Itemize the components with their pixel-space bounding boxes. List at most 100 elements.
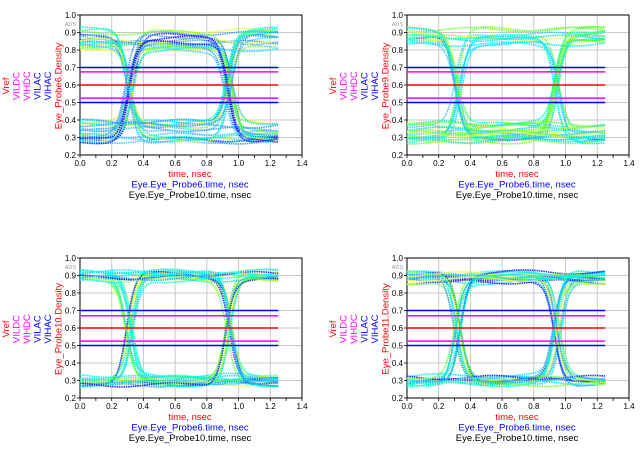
eye-trace bbox=[79, 27, 279, 143]
x-tick-label: 0.4 bbox=[465, 402, 477, 411]
eye-trace bbox=[79, 43, 279, 128]
y-axis-label: VIHAC bbox=[370, 71, 381, 100]
x-axis-label: Eye.Eye_Probe10.time, nsec bbox=[456, 433, 579, 444]
eye-trace bbox=[79, 273, 279, 379]
eye-trace bbox=[79, 269, 279, 387]
x-axis-label: Eye.Eye_Probe10.time, nsec bbox=[129, 433, 252, 444]
y-axis-label: Eye_Probe6.Density bbox=[54, 42, 65, 129]
y-tick-label: 0.9 bbox=[65, 29, 77, 38]
eye-trace bbox=[79, 276, 279, 379]
eye-trace bbox=[79, 26, 279, 140]
y-axis-label: VILDC bbox=[12, 72, 23, 100]
y-tick-label: 0.3 bbox=[65, 134, 77, 143]
eye-trace bbox=[79, 270, 279, 382]
eye-chart-svg: 0.0 0.2 0.4 0.6 0.8 1.0 1.2 1.40.20.30.40.50.60… bbox=[328, 11, 635, 201]
y-axis-label: VILAC bbox=[33, 72, 44, 100]
y-tick-label: 1.0 bbox=[65, 254, 77, 263]
y-tick-label: 0.8 bbox=[392, 289, 404, 298]
eye-trace bbox=[79, 271, 279, 382]
eye-trace bbox=[79, 278, 279, 388]
x-tick-label: 0.8 bbox=[528, 402, 540, 411]
eye-trace bbox=[79, 35, 279, 143]
eye-trace bbox=[80, 278, 279, 388]
y-tick-label: 1.0 bbox=[392, 254, 404, 263]
x-tick-label: 0.6 bbox=[497, 402, 509, 411]
eye-trace bbox=[80, 272, 279, 386]
x-tick-label: 0.4 bbox=[465, 159, 477, 168]
y-tick-label: 0.3 bbox=[65, 377, 77, 386]
eye-chart-1: 0.0 0.2 0.4 0.6 0.8 1.0 1.2 1.4 0.2 0.3 0.4 0.5 0.6 0… bbox=[0, 0, 321, 223]
y-axis-label: VILDC bbox=[12, 315, 23, 343]
x-tick-label: 0.0 bbox=[74, 159, 86, 168]
eye-chart-svg: 0.0 0.2 0.4 0.6 0.8 1.0 1.2 1.40.20.30.40.50.60… bbox=[1, 254, 308, 444]
x-tick-label: 0.4 bbox=[138, 159, 150, 168]
x-tick-label: 0.2 bbox=[433, 402, 445, 411]
eye-trace bbox=[406, 129, 606, 135]
eye-trace bbox=[406, 274, 606, 385]
eye-trace bbox=[406, 276, 606, 384]
eye-trace bbox=[406, 276, 606, 387]
x-tick-label: 1.2 bbox=[592, 159, 604, 168]
eye-trace bbox=[406, 270, 606, 388]
eye-trace bbox=[406, 39, 606, 128]
x-axis-label: Eye.Eye_Probe6.time, nsec bbox=[131, 423, 248, 434]
eye-trace bbox=[407, 279, 606, 384]
eye-trace bbox=[406, 42, 606, 129]
eye-trace bbox=[80, 278, 279, 379]
x-tick-label: 0.8 bbox=[201, 402, 213, 411]
eye-trace bbox=[79, 277, 279, 388]
eye-chart-2: 0.0 0.2 0.4 0.6 0.8 1.0 1.2 1.4 0.2 0.3 0.4 0.5 0.6 0… bbox=[327, 0, 642, 223]
eye-traces bbox=[79, 26, 279, 145]
y-tick-label: 0.3 bbox=[392, 134, 404, 143]
y-axis-label: Eye_Probe9.Density bbox=[381, 42, 392, 129]
y-axis-label: Vref bbox=[1, 77, 12, 94]
y-tick-label: 0.5 bbox=[65, 342, 77, 351]
y-tick-label: 1.0 bbox=[65, 11, 77, 20]
y-axis-label: VIHDC bbox=[349, 71, 360, 101]
eye-trace bbox=[79, 39, 279, 46]
eye-trace bbox=[406, 274, 606, 379]
eye-chart-4: 0.0 0.2 0.4 0.6 0.8 1.0 1.2 1.4 0.2 0.3 0.4 0.5 0.6 0… bbox=[327, 243, 642, 466]
y-axis-label: Eye_Probe11.Density bbox=[381, 283, 392, 374]
eye-trace bbox=[80, 277, 279, 383]
eye-trace bbox=[406, 274, 606, 387]
eye-trace bbox=[406, 25, 606, 134]
x-tick-label: 0.6 bbox=[170, 402, 182, 411]
y-tick-label: 0.7 bbox=[392, 307, 404, 316]
eye-traces bbox=[406, 25, 606, 145]
eye-trace bbox=[79, 42, 279, 125]
eye-trace bbox=[79, 274, 279, 386]
eye-trace bbox=[406, 279, 606, 387]
eye-chart-3: 0.0 0.2 0.4 0.6 0.8 1.0 1.2 1.4 0.2 0.3 0.4 0.5 0.6 0… bbox=[0, 243, 321, 466]
y-tick-label: 1.0 bbox=[392, 11, 404, 20]
y-axis-label: VILAC bbox=[33, 315, 44, 343]
y-axis-label: VIHAC bbox=[43, 314, 54, 343]
x-tick-label: 1.0 bbox=[560, 159, 572, 168]
x-axis-label: Eye.Eye_Probe6.time, nsec bbox=[131, 180, 248, 191]
eye-trace bbox=[407, 273, 606, 388]
x-axis-label: Eye.Eye_Probe6.time, nsec bbox=[458, 180, 575, 191]
x-axis-label: Eye.Eye_Probe10.time, nsec bbox=[129, 190, 252, 201]
y-tick-label: 0.6 bbox=[392, 324, 404, 333]
eye-trace bbox=[79, 276, 279, 378]
eye-trace bbox=[80, 35, 279, 128]
eye-traces bbox=[406, 269, 606, 388]
x-tick-label: 1.0 bbox=[560, 402, 572, 411]
y-tick-label: 0.5 bbox=[65, 99, 77, 108]
eye-trace bbox=[79, 271, 279, 382]
eye-trace bbox=[79, 49, 279, 143]
x-tick-label: 0.0 bbox=[401, 402, 413, 411]
y-axis-label: VILAC bbox=[360, 72, 371, 100]
y-tick-label: 0.4 bbox=[65, 359, 77, 368]
y-tick-label: 0.2 bbox=[392, 151, 404, 160]
eye-trace bbox=[79, 277, 279, 388]
eye-trace bbox=[80, 270, 279, 388]
y-axis-label: VILAC bbox=[360, 315, 371, 343]
y-tick-label: 0.8 bbox=[65, 46, 77, 55]
y-axis-label: Vref bbox=[328, 320, 339, 337]
eye-trace bbox=[406, 277, 606, 385]
y-axis-label: Vref bbox=[1, 320, 12, 337]
eye-trace bbox=[80, 382, 279, 388]
x-axis-label: Eye.Eye_Probe6.time, nsec bbox=[458, 423, 575, 434]
eye-trace bbox=[79, 34, 279, 129]
